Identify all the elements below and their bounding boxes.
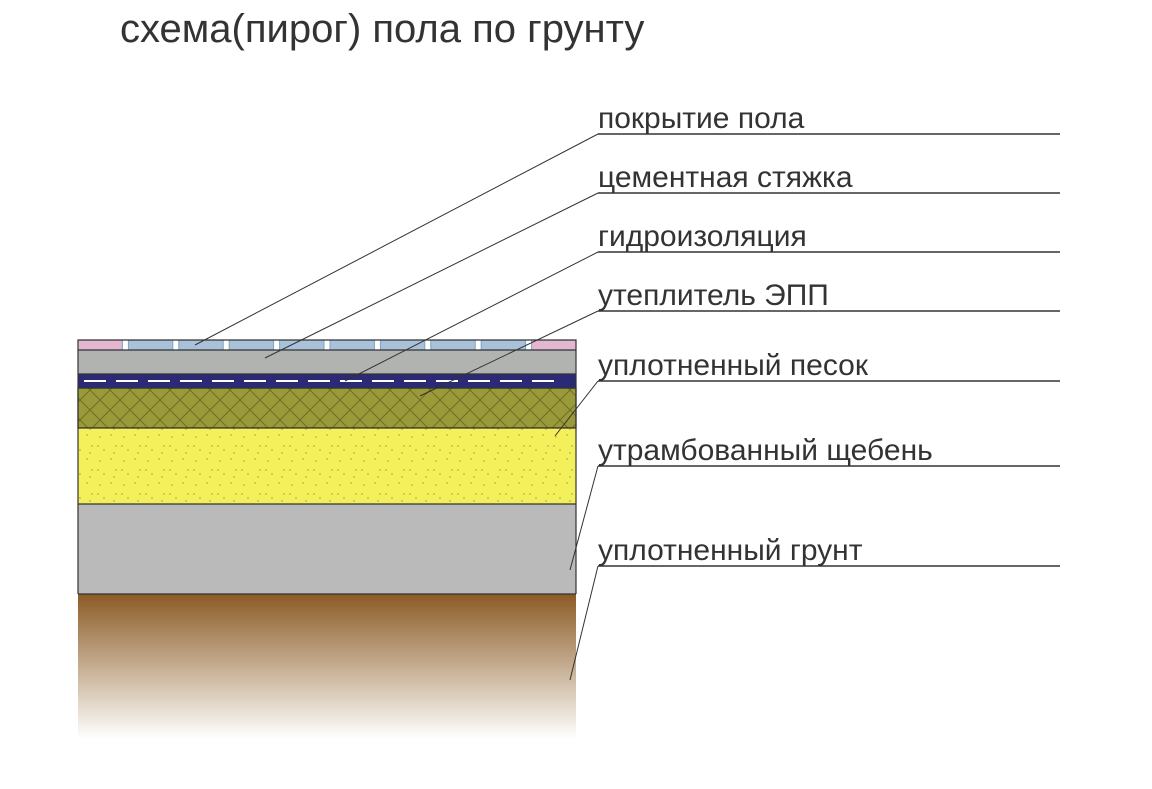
- label-floor-covering: покрытие пола: [598, 102, 805, 135]
- layer-insulation: [78, 388, 576, 428]
- layer-floor-covering: [128, 340, 172, 350]
- label-waterproofing: гидроизоляция: [598, 220, 807, 253]
- layer-floor-covering: [431, 340, 475, 350]
- layer-floor-covering: [229, 340, 273, 350]
- layer-floor-covering: [532, 340, 576, 350]
- layer-floor-covering: [280, 340, 324, 350]
- layer-floor-covering: [78, 340, 122, 350]
- label-cement-screed: цементная стяжка: [598, 161, 853, 194]
- leader-line: [195, 134, 598, 345]
- layer-compacted-gravel: [78, 504, 576, 594]
- label-compacted-soil: уплотненный грунт: [598, 534, 863, 567]
- floor-diagram: покрытие пола цементная стяжка гидроизоляц…: [0, 0, 1152, 789]
- layer-compacted-soil: [78, 594, 576, 739]
- layer-compacted-sand: [78, 428, 576, 504]
- layer-cement-screed: [78, 350, 576, 374]
- label-compacted-sand: уплотненный песок: [598, 349, 869, 382]
- diagram-title: схема(пирог) пола по грунту: [120, 7, 644, 51]
- label-insulation: утеплитель ЭПП: [598, 279, 829, 312]
- label-compacted-gravel: утрамбованный щебень: [598, 434, 933, 467]
- layer-floor-covering: [380, 340, 424, 350]
- layer-floor-covering: [330, 340, 374, 350]
- leader-line: [265, 193, 598, 358]
